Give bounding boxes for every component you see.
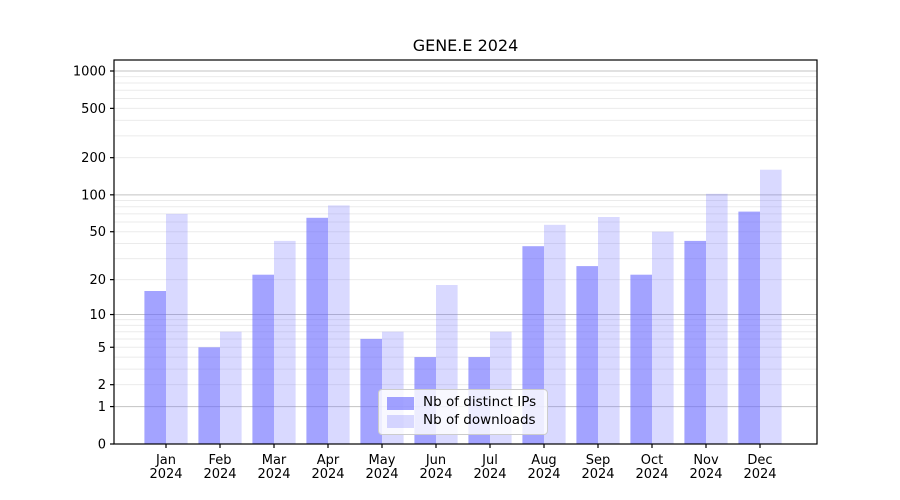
y-tick-label: 1 — [98, 400, 106, 415]
x-tick-label-month: Sep — [586, 453, 611, 468]
x-tick-label-month: May — [369, 453, 396, 468]
bar-nb-of-downloads-apr-2024 — [328, 205, 350, 444]
x-tick-label-year: 2024 — [473, 467, 506, 482]
x-tick-label-year: 2024 — [149, 467, 182, 482]
bar-nb-of-downloads-nov-2024 — [706, 193, 728, 444]
x-tick-label-year: 2024 — [527, 467, 560, 482]
y-tick-label: 5 — [98, 341, 106, 356]
x-tick-label-month: Jan — [155, 453, 176, 468]
legend-label-downloads: Nb of downloads — [423, 412, 536, 429]
x-tick-label-month: Feb — [208, 453, 231, 468]
y-tick-label: 100 — [81, 188, 106, 203]
y-tick-label: 20 — [89, 273, 106, 288]
y-tick-label: 0 — [98, 438, 106, 453]
bar-nb-of-downloads-feb-2024 — [220, 331, 242, 444]
y-tick-label: 500 — [81, 102, 106, 117]
bar-nb-of-downloads-oct-2024 — [652, 231, 674, 444]
x-tick-label-year: 2024 — [203, 467, 236, 482]
legend: Nb of distinct IPs Nb of downloads — [378, 389, 548, 435]
x-tick-label-year: 2024 — [365, 467, 398, 482]
legend-swatch-distinct-ips — [387, 396, 414, 410]
y-tick-label: 2 — [98, 378, 106, 393]
x-tick-label-month: Jul — [481, 453, 498, 468]
bar-nb-of-distinct-ips-apr-2024 — [306, 217, 328, 444]
y-tick-label: 10 — [89, 308, 106, 323]
bar-nb-of-distinct-ips-mar-2024 — [252, 274, 274, 444]
bar-nb-of-distinct-ips-jan-2024 — [144, 291, 166, 444]
bar-nb-of-distinct-ips-sep-2024 — [576, 266, 598, 444]
x-tick-label-month: Apr — [317, 453, 340, 468]
bar-nb-of-downloads-dec-2024 — [760, 169, 782, 444]
x-tick-label-month: Nov — [693, 453, 719, 468]
x-tick-label-year: 2024 — [689, 467, 722, 482]
x-tick-label-year: 2024 — [419, 467, 452, 482]
plot-border — [113, 59, 818, 445]
legend-item-downloads: Nb of downloads — [387, 414, 539, 428]
x-tick-label-year: 2024 — [635, 467, 668, 482]
bar-nb-of-distinct-ips-may-2024 — [360, 338, 382, 444]
bar-nb-of-downloads-aug-2024 — [544, 224, 566, 444]
legend-swatch-downloads — [387, 414, 414, 428]
x-tick-label-year: 2024 — [581, 467, 614, 482]
chart-title: GENE.E 2024 — [412, 36, 519, 55]
bar-nb-of-downloads-jan-2024 — [166, 213, 188, 444]
bar-nb-of-distinct-ips-feb-2024 — [198, 347, 220, 444]
x-tick-label-month: Aug — [531, 453, 556, 468]
x-tick-label-year: 2024 — [257, 467, 290, 482]
bar-nb-of-distinct-ips-nov-2024 — [684, 240, 706, 444]
x-tick-label-month: Jun — [425, 453, 446, 468]
bar-nb-of-distinct-ips-dec-2024 — [738, 211, 760, 444]
x-tick-label-month: Oct — [641, 453, 663, 468]
bar-nb-of-distinct-ips-oct-2024 — [630, 274, 652, 444]
y-tick-label: 50 — [89, 225, 106, 240]
legend-label-distinct-ips: Nb of distinct IPs — [423, 394, 537, 411]
bar-nb-of-downloads-sep-2024 — [598, 217, 620, 444]
bar-nb-of-downloads-mar-2024 — [274, 240, 296, 444]
legend-item-distinct-ips: Nb of distinct IPs — [387, 396, 539, 410]
x-tick-label-year: 2024 — [743, 467, 776, 482]
y-tick-label: 1000 — [73, 65, 106, 80]
x-tick-label-month: Mar — [262, 453, 287, 468]
x-tick-label-year: 2024 — [311, 467, 344, 482]
x-tick-label-month: Dec — [747, 453, 772, 468]
y-tick-label: 200 — [81, 151, 106, 166]
